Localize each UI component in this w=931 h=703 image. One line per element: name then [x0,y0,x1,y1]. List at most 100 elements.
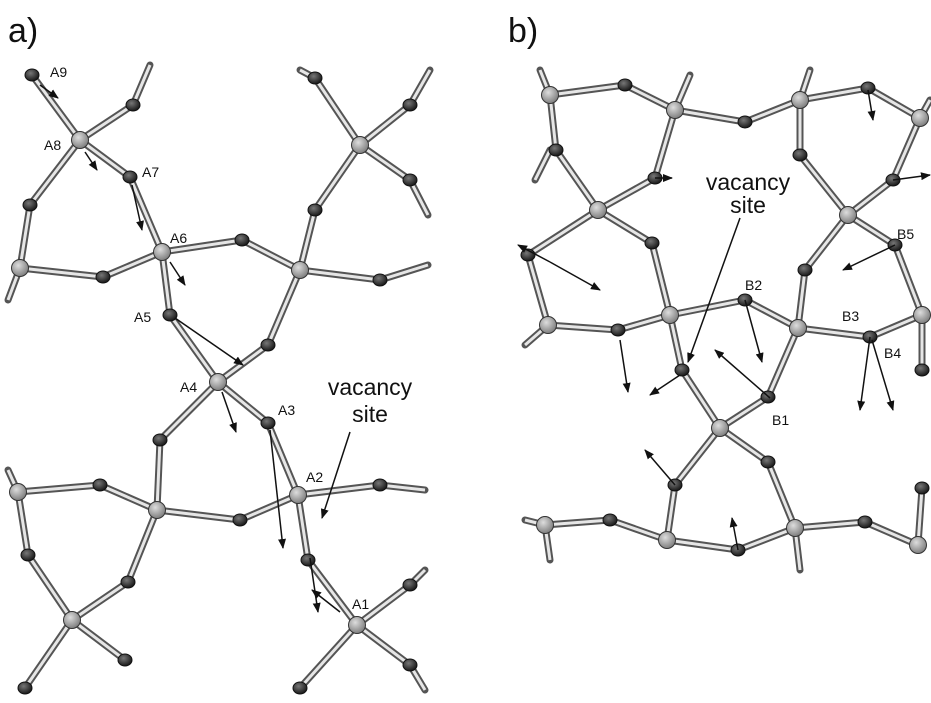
bond-highlight [528,255,548,325]
bond-highlight [357,625,410,665]
bond-highlight [315,78,360,145]
bond-highlight [28,555,72,620]
si-atom [64,612,81,629]
bond-highlight [242,240,300,270]
si-atom [154,244,171,261]
si-atom [290,487,307,504]
o-atom [403,659,417,671]
bonds [8,65,930,690]
bond-highlight [868,88,920,118]
si-atom [537,517,554,534]
o-atom [549,144,563,156]
bond-highlight [80,105,133,140]
bond-highlight [218,345,268,382]
si-atom [352,137,369,154]
bond-highlight [240,495,298,520]
atom-label: A6 [170,230,187,246]
si-atom [542,87,559,104]
bond-highlight [380,265,428,280]
bond-highlight [100,485,157,510]
o-atom [25,69,39,81]
si-atom [840,207,857,224]
si-atom [912,110,929,127]
bond-highlight [170,315,218,382]
atom-label: B2 [745,277,762,293]
o-atom [18,682,32,694]
bond-highlight [800,155,848,215]
atom-label: B5 [897,226,914,242]
bond-highlight [528,210,598,255]
si-atom [349,617,366,634]
o-atom [675,364,689,376]
si-atom [662,307,679,324]
displacement-arrow [650,375,680,395]
o-atom [611,324,625,336]
bond-highlight [360,145,410,180]
o-atom [645,237,659,249]
bond-highlight [682,370,720,428]
si-atom [149,502,166,519]
o-atom [126,99,140,111]
si-atom [712,420,729,437]
o-atom [618,79,632,91]
bond-highlight [128,510,157,582]
displacement-arrow [620,340,628,392]
o-atom [233,514,247,526]
si-atom [914,307,931,324]
atom-label: A3 [278,402,295,418]
bond-highlight [130,177,162,252]
bond-highlight [360,105,410,145]
o-atom [915,364,929,376]
atom-label: A1 [352,596,369,612]
panel-label: a) [8,12,38,50]
o-atom [163,309,177,321]
o-atom [373,274,387,286]
atom-label: A8 [44,137,61,153]
figure: a) b) A1 A2 A3 A4 A5 A6 A7 A8 A9 B1 B2 B… [0,0,931,703]
o-atom [293,682,307,694]
atom-label: B1 [772,412,789,428]
o-atom [373,479,387,491]
annotation: vacancy [328,374,413,400]
si-atom [72,132,89,149]
bond-highlight [268,270,300,345]
o-atom [761,456,775,468]
bond-highlight [652,243,670,315]
bond-highlight [556,150,598,210]
displacement-arrow [715,350,770,398]
o-atom [915,482,929,494]
si-atom [787,520,804,537]
bond-highlight [72,582,128,620]
si-atom [910,537,927,554]
o-atom [21,549,35,561]
si-atom [590,202,607,219]
o-atom [738,116,752,128]
bond-highlight [300,625,357,688]
panel-label: b) [508,12,538,50]
displacement-arrow [322,432,350,518]
bond-highlight [893,118,920,180]
displacement-arrow [868,90,873,120]
atom-label: A2 [306,469,323,485]
si-atom [659,532,676,549]
o-atom [301,554,315,566]
o-atom [123,171,137,183]
o-atom [23,199,37,211]
si-atom [292,262,309,279]
bond-highlight [738,528,795,550]
bond-highlight [535,150,550,180]
bond-highlight [72,620,125,660]
bond-highlight [103,252,162,277]
displacement-arrow [843,245,895,270]
atom-label: A4 [180,379,197,395]
atom-label: B3 [842,308,859,324]
bond-highlight [32,75,80,140]
si-atom [10,484,27,501]
o-atom [403,579,417,591]
si-atom [210,374,227,391]
atom-label: A5 [134,309,151,325]
si-atom [12,260,29,277]
atom-label: A9 [50,64,67,80]
o-atom [261,417,275,429]
o-atom [153,434,167,446]
